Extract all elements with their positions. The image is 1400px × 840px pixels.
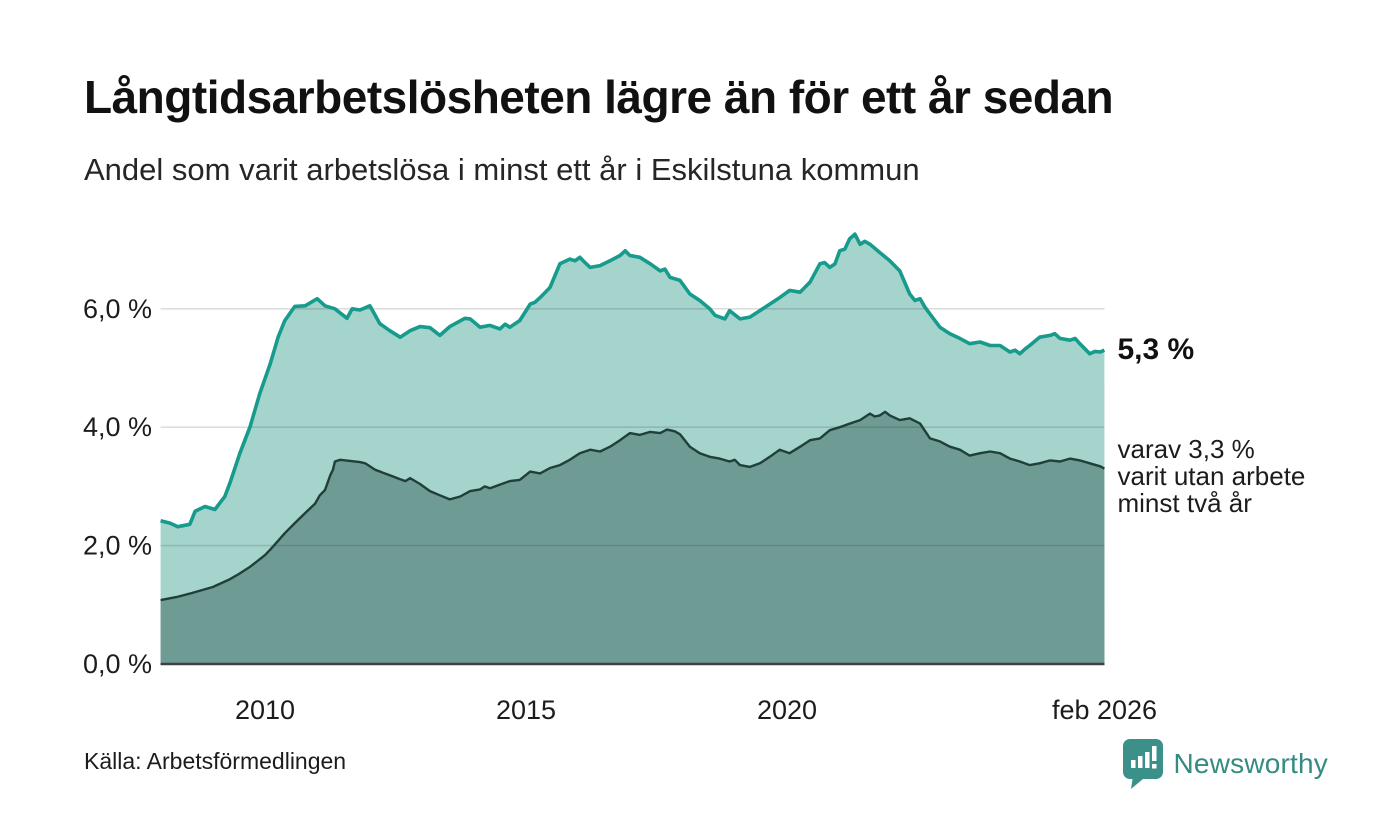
end-sublabel: varav 3,3 % varit utan arbete minst två …: [1117, 433, 1306, 518]
line-minst-tva-ar: [160, 410, 1105, 602]
x-tick-label: 2020: [757, 695, 817, 725]
y-tick-label: 6,0 %: [83, 294, 152, 324]
x-tick-label: 2010: [235, 695, 295, 725]
newsworthy-logo-text: Newsworthy: [1173, 748, 1328, 779]
end-sublabel-line-2: varit utan arbete: [1117, 460, 1306, 491]
page-title: Långtidsarbetslösheten lägre än för ett …: [84, 71, 1114, 123]
bar-chart-glyph: [1130, 746, 1157, 769]
y-tick-label: 0,0 %: [83, 649, 152, 679]
area-minst-tva-ar: [160, 411, 1105, 664]
newsworthy-logo: Newsworthy: [1122, 738, 1328, 790]
y-tick-label: 2,0 %: [83, 531, 152, 561]
line-minst-ett-ar: [160, 232, 1106, 529]
x-tick-label: feb 2026: [1052, 695, 1157, 725]
newsworthy-logo-icon: [1122, 739, 1163, 789]
page-subtitle: Andel som varit arbetslösa i minst ett å…: [84, 152, 920, 187]
source-note: Källa: Arbetsförmedlingen: [84, 748, 347, 774]
end-value-label: 5,3 %: [1117, 333, 1195, 367]
end-sublabel-line-1: varav 3,3 %: [1117, 433, 1255, 464]
end-sublabel-line-3: minst två år: [1117, 487, 1252, 518]
y-tick-label: 4,0 %: [83, 412, 152, 442]
x-tick-label: 2015: [496, 695, 556, 725]
